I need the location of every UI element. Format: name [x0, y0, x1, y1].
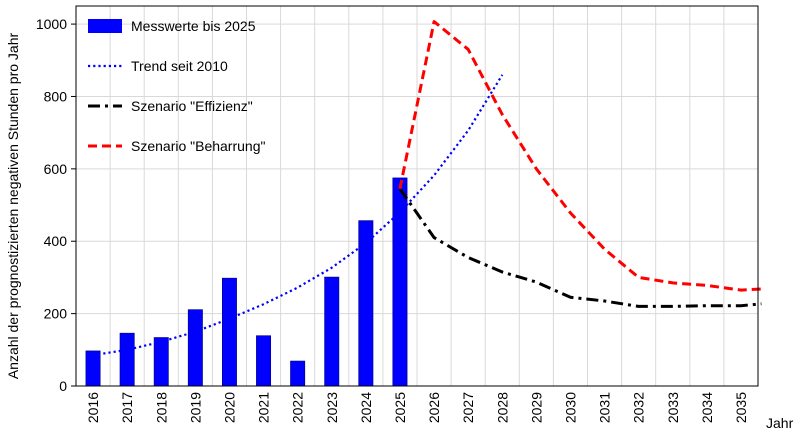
legend-label: Trend seit 2010 — [131, 58, 228, 74]
y-tick-label: 600 — [44, 161, 68, 177]
plot-frame — [75, 5, 759, 387]
y-tick-label: 400 — [44, 233, 68, 249]
x-tick-label: 2031 — [597, 392, 613, 423]
bar-2018 — [153, 337, 169, 387]
y-axis-label: Anzahl der prognostizierten negativen St… — [5, 32, 21, 379]
x-axis-label: Jahr — [766, 415, 794, 431]
y-tick-label: 0 — [59, 378, 67, 394]
x-tick-label: 2016 — [85, 392, 101, 423]
x-tick-label: 2028 — [494, 392, 510, 423]
series-line-0 — [92, 74, 504, 357]
x-tick-label: 2022 — [290, 392, 306, 423]
y-tick-label: 1000 — [36, 16, 67, 32]
x-tick-label: 2026 — [426, 392, 442, 423]
series-lines — [92, 20, 762, 357]
bar-2021 — [256, 335, 272, 387]
x-tick-label: 2033 — [665, 392, 681, 423]
x-tick-label: 2025 — [392, 392, 408, 423]
tick-labels: 0 200 400 600 800 1000 2016 2017 2018 2019 2020 202… — [36, 16, 749, 423]
x-tick-label: 2027 — [460, 392, 476, 423]
x-tick-label: 2035 — [733, 392, 749, 423]
series-line-2 — [398, 20, 762, 292]
legend-swatch — [88, 19, 122, 33]
x-tick-label: 2020 — [221, 392, 237, 423]
x-tick-label: 2032 — [631, 392, 647, 423]
x-tick-label: 2030 — [562, 392, 578, 423]
series-line-1 — [398, 187, 762, 308]
y-tick-label: 200 — [44, 306, 68, 322]
bar-2017 — [119, 332, 135, 387]
bars — [85, 177, 408, 387]
x-tick-label: 2021 — [256, 392, 272, 423]
x-tick-label: 2018 — [153, 392, 169, 423]
y-tick-label: 800 — [44, 88, 68, 104]
legend-label: Szenario "Effizienz" — [131, 98, 253, 114]
x-tick-label: 2024 — [358, 392, 374, 423]
x-tick-label: 2019 — [187, 392, 203, 423]
bar-2016 — [85, 350, 101, 387]
legend-label: Messwerte bis 2025 — [131, 18, 256, 34]
bar-2019 — [187, 309, 203, 387]
grid — [76, 6, 758, 387]
legend: Messwerte bis 2025 Trend seit 2010 Szenari… — [88, 18, 265, 154]
bar-2025 — [392, 177, 408, 387]
legend-label: Szenario "Beharrung" — [131, 138, 265, 154]
bar-2023 — [324, 276, 340, 387]
x-tick-label: 2023 — [324, 392, 340, 423]
x-tick-label: 2029 — [528, 392, 544, 423]
x-tick-label: 2017 — [119, 392, 135, 423]
x-tick-label: 2034 — [699, 392, 715, 423]
bar-2020 — [221, 277, 237, 387]
bar-2022 — [290, 360, 306, 387]
